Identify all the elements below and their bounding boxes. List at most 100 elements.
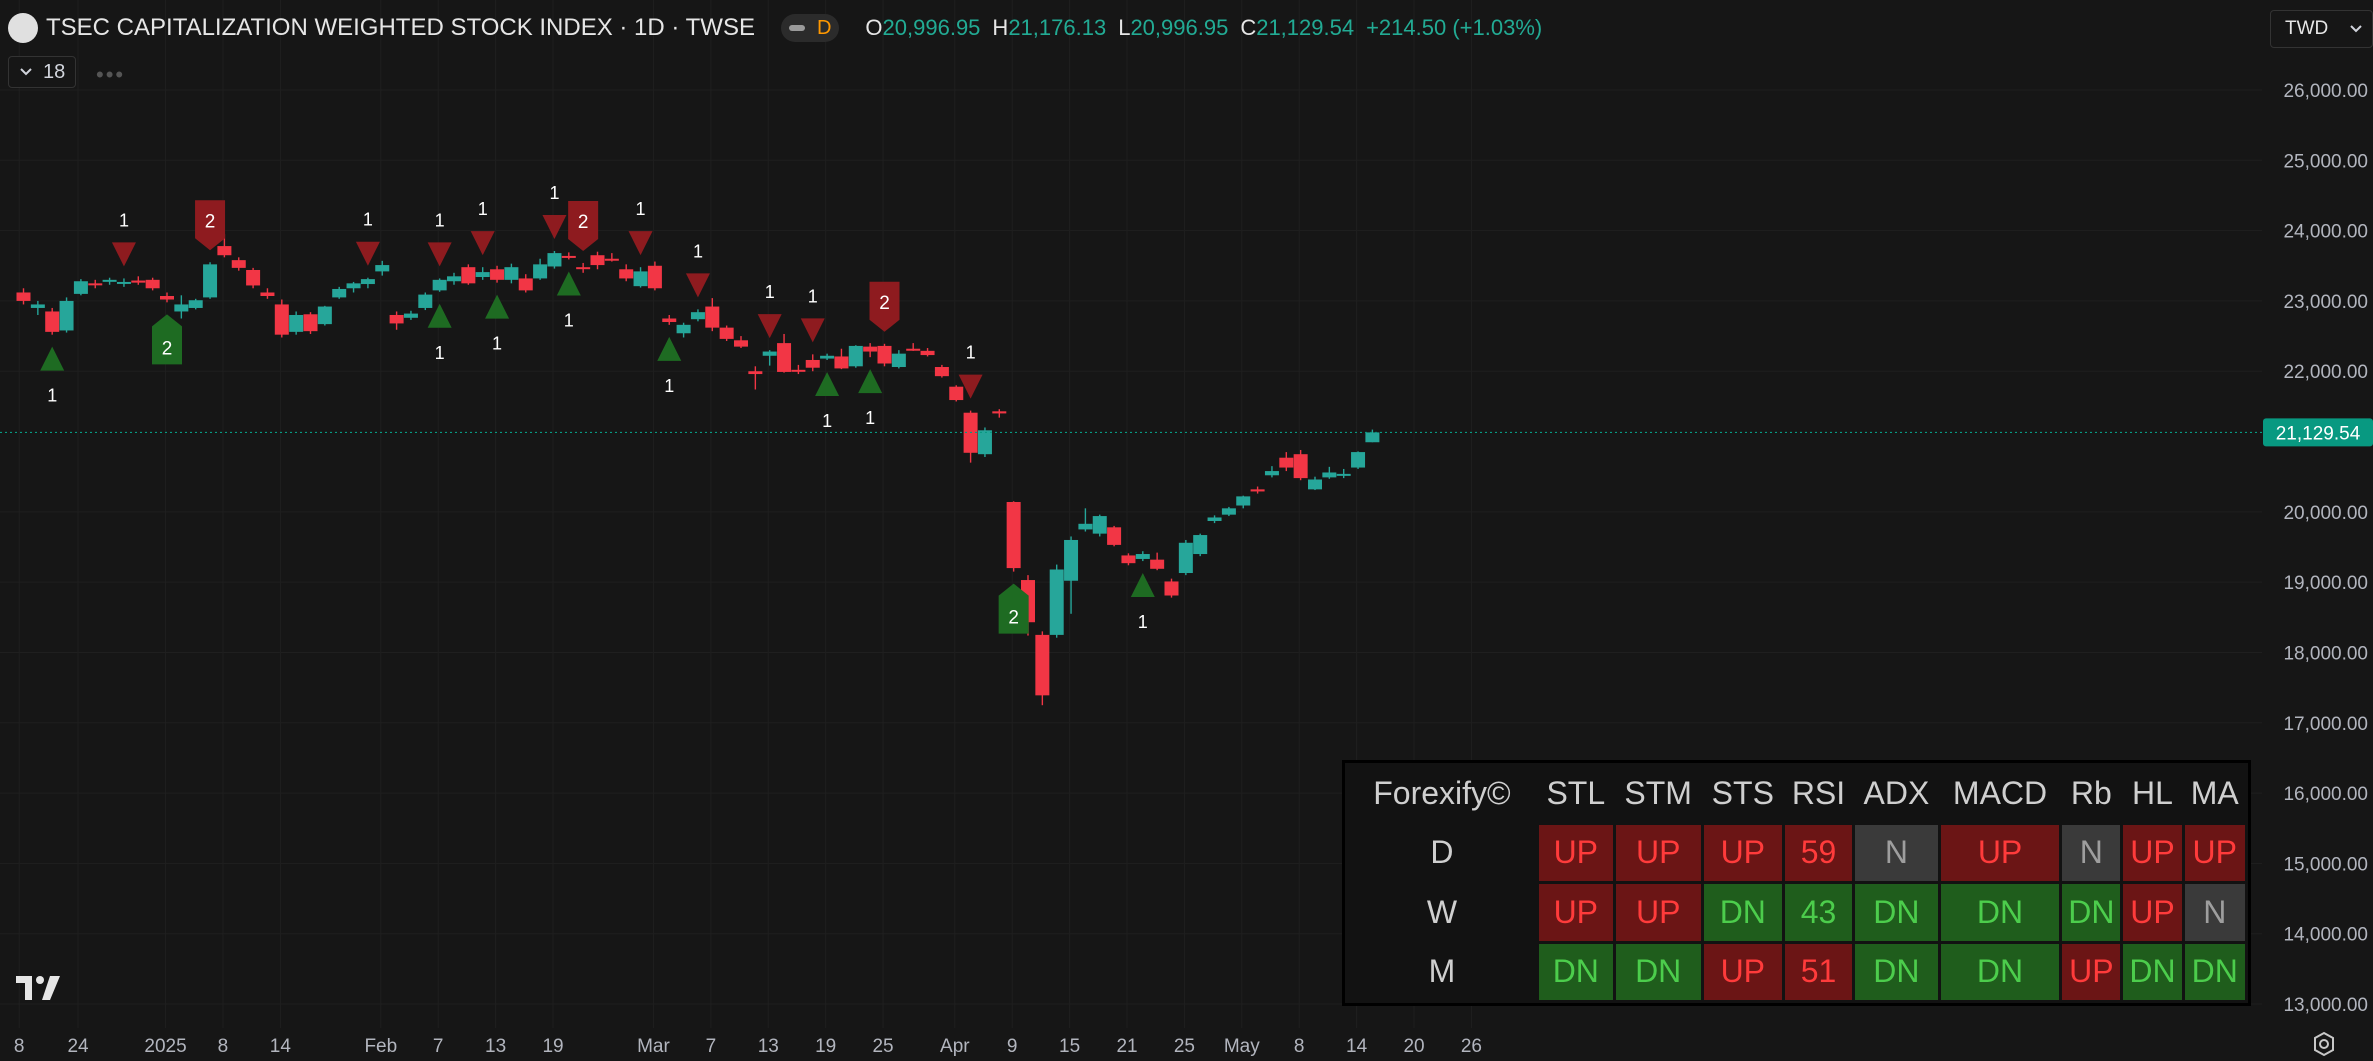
signal-marker: 1 bbox=[542, 183, 567, 240]
indicator-count: 18 bbox=[43, 60, 66, 83]
more-dots-icon[interactable]: ••• bbox=[96, 62, 126, 87]
signal-cell: UP bbox=[1703, 943, 1782, 1000]
candle bbox=[231, 257, 246, 271]
candle bbox=[375, 260, 390, 276]
candle bbox=[576, 262, 591, 273]
candle-body bbox=[1164, 581, 1179, 596]
x-tick-label: 8 bbox=[1294, 1036, 1305, 1057]
candle bbox=[389, 311, 404, 330]
signal-cell: UP bbox=[1615, 824, 1701, 881]
candle-body bbox=[1064, 539, 1079, 581]
candle bbox=[332, 286, 347, 299]
signal-cell: UP bbox=[1538, 884, 1613, 941]
row-label: D bbox=[1430, 834, 1454, 871]
signal-cell: UP bbox=[2123, 884, 2182, 941]
candle-body bbox=[289, 314, 304, 332]
symbol-title[interactable]: TSEC CAPITALIZATION WEIGHTED STOCK INDEX… bbox=[46, 14, 755, 41]
signal-arrow-up bbox=[1130, 573, 1155, 598]
currency-select[interactable]: TWD bbox=[2270, 10, 2373, 48]
candle-body bbox=[820, 355, 835, 359]
signal-label: 1 bbox=[664, 376, 674, 396]
chevron-down-icon bbox=[20, 68, 32, 76]
signal-marker: 1 bbox=[815, 371, 840, 431]
table-header-row: Forexify© STL STM STS RSI ADX MACD Rb HL… bbox=[1348, 766, 2245, 822]
signal-arrow-up bbox=[858, 369, 883, 394]
signal-cell: DN bbox=[2184, 943, 2245, 1000]
signal-arrow-down bbox=[958, 374, 983, 399]
candle bbox=[934, 364, 949, 378]
candle-body bbox=[877, 345, 892, 364]
candle bbox=[274, 299, 289, 338]
candle-body bbox=[633, 271, 648, 287]
price-axis: 26,000.00 25,000.00 24,000.00 23,000.00 22,0… bbox=[2283, 81, 2368, 1016]
x-tick-label: 25 bbox=[1174, 1036, 1195, 1057]
low-key: L bbox=[1118, 15, 1131, 40]
candle bbox=[690, 309, 705, 322]
tradingview-logo-icon[interactable] bbox=[16, 972, 68, 1002]
candle bbox=[992, 409, 1007, 418]
high-value: 21,176.13 bbox=[1008, 15, 1107, 40]
candle bbox=[45, 307, 60, 335]
candle bbox=[1336, 468, 1351, 479]
candle bbox=[547, 251, 562, 269]
signal-arrow-down bbox=[427, 242, 452, 267]
candle-body bbox=[805, 359, 820, 368]
market-status-pill[interactable]: D bbox=[780, 14, 840, 42]
signal-label: 1 bbox=[564, 310, 574, 330]
x-tick-label: 9 bbox=[1007, 1036, 1018, 1057]
candle-body bbox=[590, 255, 605, 266]
candle bbox=[447, 272, 461, 285]
x-tick-label: 7 bbox=[706, 1036, 717, 1057]
candle-body bbox=[1351, 452, 1366, 468]
chart-grid bbox=[0, 0, 2262, 1028]
candle-body bbox=[1365, 432, 1380, 443]
candle bbox=[963, 410, 978, 463]
signal-label: 1 bbox=[865, 408, 875, 428]
candle-body bbox=[231, 260, 246, 268]
candle-body bbox=[1107, 527, 1122, 545]
candle bbox=[475, 267, 490, 280]
signal-arrow-up bbox=[657, 336, 682, 361]
candle bbox=[633, 267, 648, 288]
candle bbox=[1264, 466, 1279, 478]
col-header: STS bbox=[1711, 775, 1774, 812]
y-tick-label: 16,000.00 bbox=[2283, 784, 2368, 805]
signal-cell: DN bbox=[2123, 943, 2182, 1000]
y-tick-label: 18,000.00 bbox=[2283, 643, 2368, 664]
candle-body bbox=[891, 353, 906, 368]
candle bbox=[647, 261, 662, 291]
candle-body bbox=[705, 306, 720, 328]
candle bbox=[1322, 466, 1337, 479]
y-tick-label: 13,000.00 bbox=[2283, 995, 2368, 1016]
candle bbox=[820, 353, 835, 360]
candle-body bbox=[461, 267, 476, 284]
table-row: D UP UP UP 59 N UP N UP UP bbox=[1348, 824, 2245, 881]
candle bbox=[30, 300, 45, 315]
candle-body bbox=[533, 264, 548, 279]
signal-marker: 1 bbox=[40, 346, 65, 406]
candle-body bbox=[360, 279, 375, 285]
y-tick-label: 19,000.00 bbox=[2283, 573, 2368, 594]
row-label: M bbox=[1428, 953, 1456, 990]
signal-arrow-down bbox=[355, 241, 380, 266]
signal-badge-up bbox=[152, 314, 182, 365]
signal-cell: UP bbox=[1703, 824, 1782, 881]
signal-marker: 1 bbox=[470, 199, 495, 256]
symbol-logo-icon bbox=[8, 13, 38, 43]
signal-label: 1 bbox=[435, 210, 445, 230]
signal-cell: DN bbox=[2062, 884, 2121, 941]
candle-body bbox=[748, 371, 763, 375]
candle-body bbox=[145, 279, 160, 289]
signal-label: 1 bbox=[549, 183, 559, 203]
indicators-toggle[interactable]: 18 bbox=[8, 56, 77, 88]
candle bbox=[160, 292, 174, 303]
time-axis: 8 24 2025 8 14 Feb 7 13 19 Mar 7 13 19 25 Apr 9 15 21 25 Ma… bbox=[14, 1036, 1482, 1057]
candle-body bbox=[131, 280, 146, 283]
signal-cell: 51 bbox=[1784, 943, 1853, 1000]
candle-body bbox=[403, 313, 418, 318]
candle bbox=[777, 333, 792, 373]
gear-icon[interactable] bbox=[2310, 1030, 2338, 1058]
minus-icon bbox=[788, 25, 805, 31]
candle bbox=[1293, 449, 1308, 481]
